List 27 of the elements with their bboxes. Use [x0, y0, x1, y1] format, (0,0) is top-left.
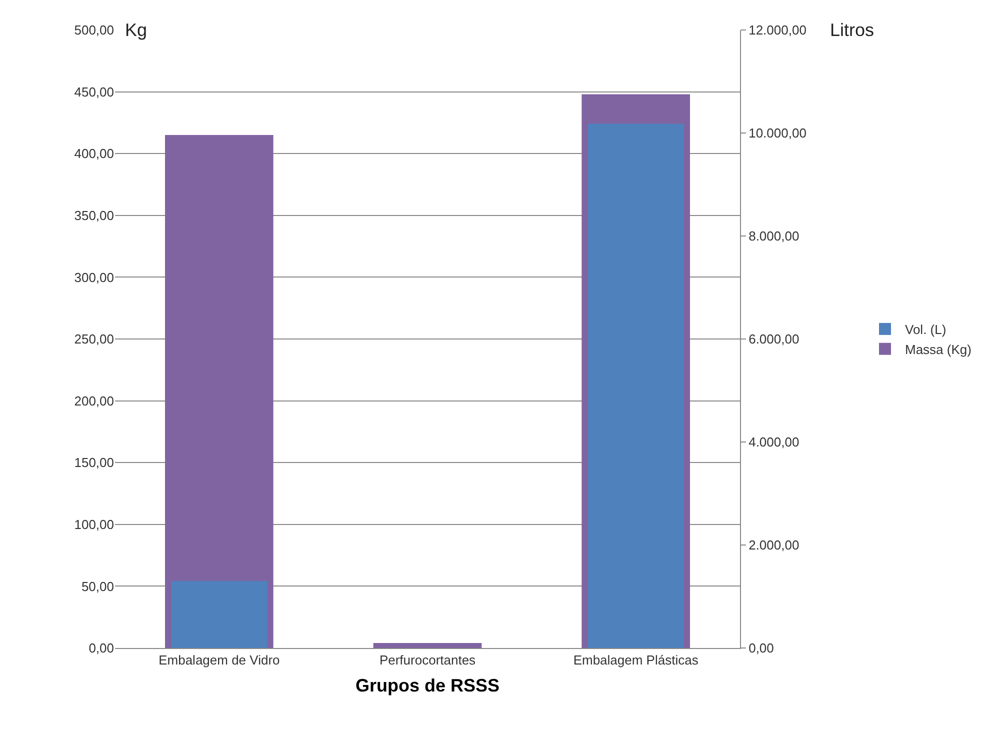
y-tick-label: 350,00 [74, 208, 114, 223]
y2-tick-label: 2.000,00 [748, 538, 800, 553]
y-tick-label: 500,00 [74, 22, 114, 38]
y2-tick-label: 12.000,00 [748, 22, 806, 38]
y-tick-label: 100,00 [74, 516, 114, 532]
y-tick-label: 300,00 [74, 270, 114, 285]
y-tick-label: 450,00 [74, 84, 114, 100]
y2-tick-label: 8.000,00 [748, 228, 800, 244]
y2-tick-label: 10.000,00 [748, 126, 806, 141]
x-tick-label: Embalagem Plásticas [573, 652, 699, 668]
y-tick-label: 400,00 [74, 146, 114, 162]
y2-tick-label: 6.000,00 [748, 332, 800, 347]
y-tick-label: 200,00 [74, 393, 114, 408]
y-tick-label: 250,00 [74, 332, 114, 347]
y-tick-label: 50,00 [81, 578, 114, 594]
y2-tick-label: 0,00 [748, 640, 774, 656]
y2-tick-label: 4.000,00 [748, 434, 800, 450]
legend-label: Vol. (L) [905, 322, 946, 338]
y-tick-label: 0,00 [88, 640, 114, 656]
x-axis-title: Grupos de RSSS [355, 676, 500, 696]
y-tick-label: 150,00 [74, 455, 114, 470]
y-axis-title: Kg [125, 20, 148, 40]
bar [373, 643, 482, 648]
x-tick-label: Perfurocortantes [379, 652, 476, 668]
x-tick-label: Embalagem de Vidro [158, 652, 280, 668]
legend-label: Massa (Kg) [905, 342, 972, 357]
y2-axis-title: Litros [830, 20, 874, 40]
